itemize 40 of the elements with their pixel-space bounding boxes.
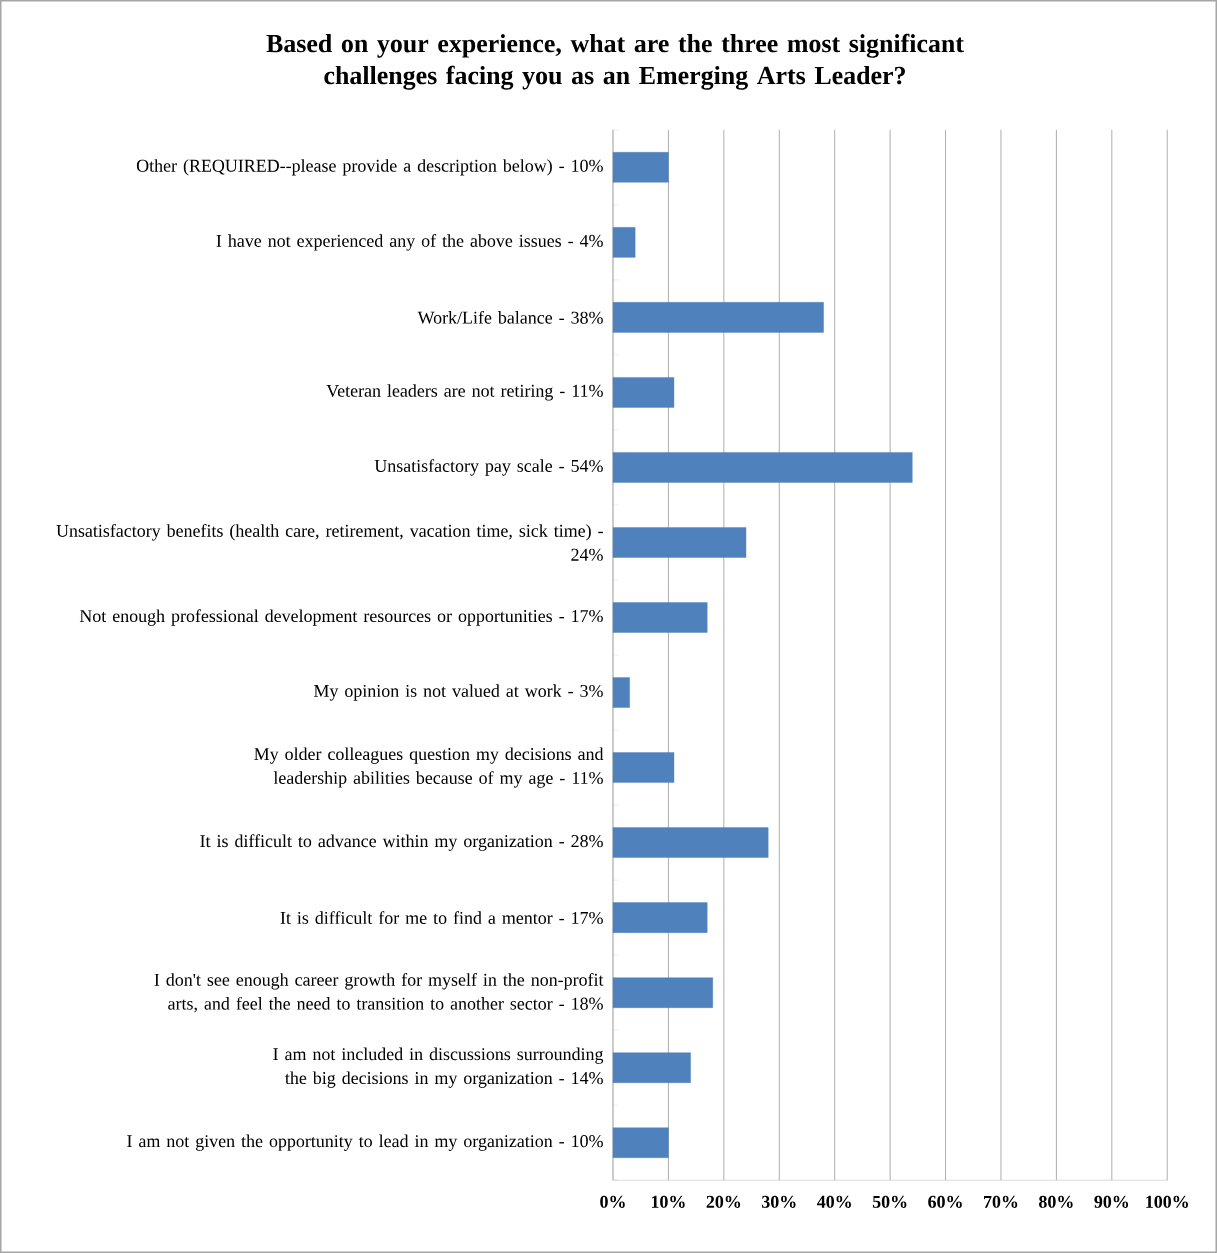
- bar: [612, 902, 708, 933]
- x-tick-label: 40%: [817, 1195, 851, 1208]
- bar: [612, 377, 675, 408]
- y-tick-label: Veteran leaders are not retiring - 11%: [326, 384, 603, 401]
- bar: [612, 452, 913, 483]
- bar: [612, 302, 824, 333]
- bar: [612, 602, 708, 633]
- y-tick-label: Work/Life balance - 38%: [417, 310, 603, 324]
- y-tick-label: I have not experienced any of the above issues - 4%: [216, 234, 603, 251]
- y-tick-label: Unsatisfactory pay scale - 54%: [374, 459, 603, 476]
- x-tick-label: 10%: [651, 1195, 685, 1208]
- y-tick-label: It is difficult to advance within my organization - 28%: [200, 834, 603, 851]
- x-tick-label: 50%: [872, 1195, 907, 1208]
- x-tick-label: 100%: [1146, 1195, 1188, 1208]
- chart-title: Based on your experience, what are the three most significant challenges facing you as an Emerging Arts Leader?: [266, 33, 964, 90]
- bar: [612, 677, 630, 708]
- x-tick-label: 90%: [1094, 1195, 1129, 1208]
- bar: [612, 152, 669, 183]
- x-tick-label: 70%: [984, 1195, 1018, 1208]
- bar: [612, 527, 747, 558]
- x-tick-label: 0%: [600, 1195, 625, 1208]
- y-tick-label: My older colleagues question my decisions and leadership abilities because of my age - 11%: [254, 747, 604, 788]
- bar: [612, 752, 675, 783]
- bar: [612, 827, 769, 858]
- bar: [612, 1127, 669, 1158]
- bar: [612, 1052, 691, 1083]
- y-tick-label: I am not included in discussions surrounding the big decisions in my organization - 14%: [273, 1047, 604, 1088]
- y-tick-label: Other (REQUIRED--please provide a description below) - 10%: [136, 159, 603, 176]
- y-tick-label: I don't see enough career growth for myself in the non-profit arts, and feel the need to transition to another sector - 18%: [154, 973, 604, 1013]
- bar: [612, 227, 636, 258]
- y-tick-label: Unsatisfactory benefits (health care, retirement, vacation time, sick time) - 24%: [56, 524, 603, 561]
- y-tick-label: It is difficult for me to find a mentor - 17%: [280, 911, 603, 925]
- y-tick-label: I am not given the opportunity to lead in my organization - 10%: [127, 1134, 603, 1151]
- y-tick-label: Not enough professional development resources or opportunities - 17%: [79, 609, 603, 626]
- x-tick-label: 30%: [762, 1195, 796, 1208]
- y-tick-label: My opinion is not valued at work - 3%: [313, 684, 603, 701]
- bar: [612, 977, 713, 1008]
- x-tick-label: 20%: [706, 1195, 741, 1208]
- x-tick-label: 80%: [1039, 1195, 1073, 1208]
- x-tick-label: 60%: [928, 1195, 962, 1208]
